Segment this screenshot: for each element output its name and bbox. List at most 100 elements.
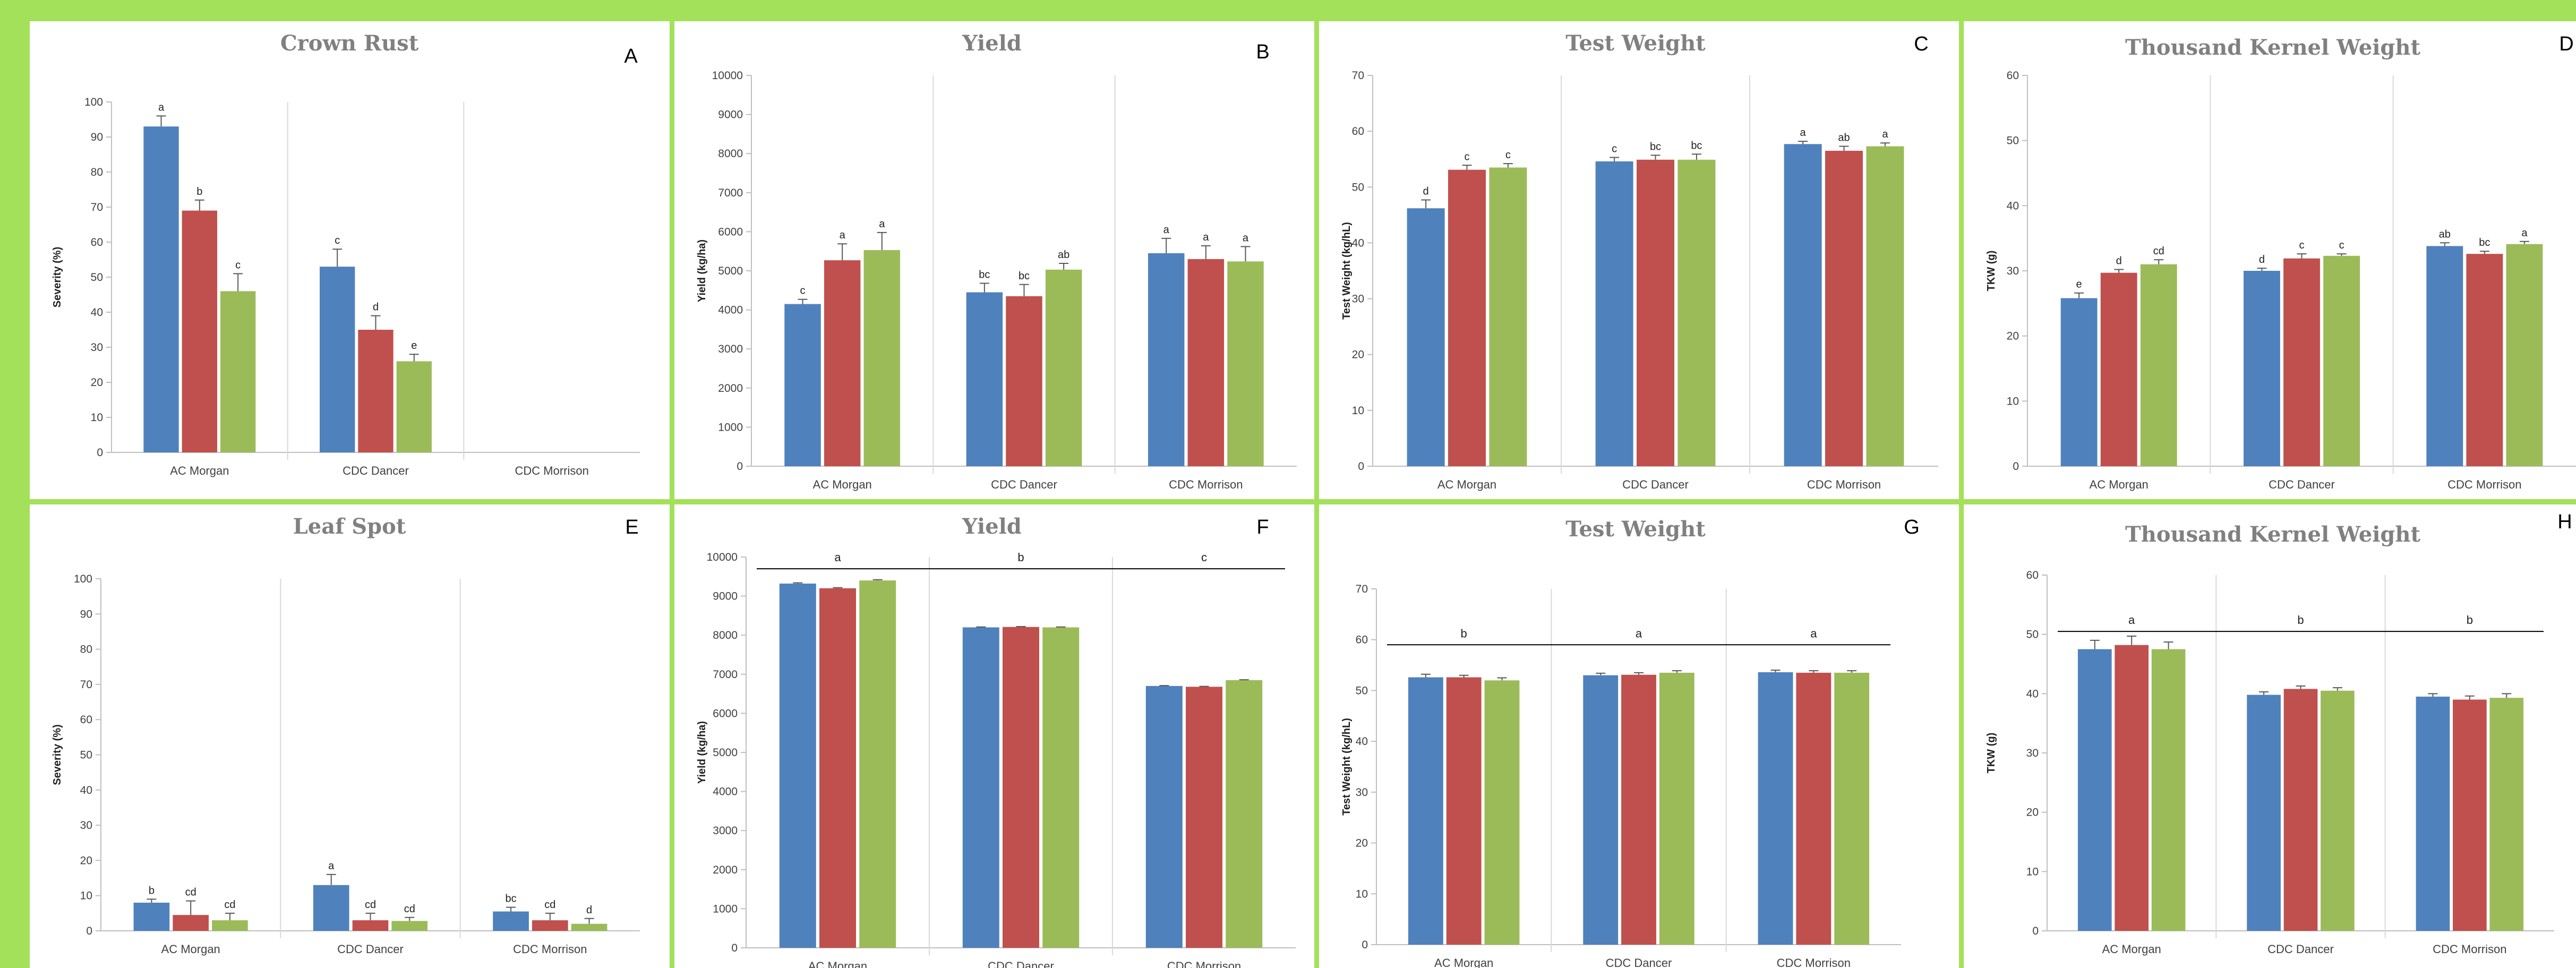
bar xyxy=(1489,167,1527,466)
bar xyxy=(532,920,568,931)
y-tick-label: 8000 xyxy=(713,629,738,641)
significance-label: a xyxy=(879,218,885,230)
panel-letter: G xyxy=(1904,516,1920,538)
y-tick-label: 7000 xyxy=(718,187,743,199)
y-tick-label: 60 xyxy=(2007,70,2019,82)
panel-letter: D xyxy=(2559,33,2573,55)
significance-label: c xyxy=(1465,151,1470,162)
y-tick-label: 70 xyxy=(1356,583,1368,595)
significance-label: d xyxy=(2116,255,2122,267)
significance-label: d xyxy=(373,302,379,313)
significance-label: a xyxy=(840,229,846,241)
chart-title: Test Weight xyxy=(1565,31,1706,56)
bar xyxy=(1678,159,1716,466)
bar xyxy=(173,915,209,931)
x-tick-label: AC Morgan xyxy=(1437,478,1496,491)
bar xyxy=(396,361,432,452)
significance-label: d xyxy=(2259,254,2265,265)
bar xyxy=(1187,259,1225,466)
x-tick-label: CDC Dancer xyxy=(991,478,1057,491)
x-tick-label: CDC Morrison xyxy=(1777,956,1851,968)
bar xyxy=(1003,627,1039,948)
x-tick-label: AC Morgan xyxy=(2102,943,2161,956)
group-significance-label: b xyxy=(2467,613,2473,627)
significance-label: e xyxy=(2076,279,2082,290)
chart-panel-f: Yield F 0 1000 2000 3000 4000 5000 6000 7000 8000 9… xyxy=(674,504,1314,968)
y-tick-label: 60 xyxy=(91,236,103,249)
bar xyxy=(1834,672,1870,945)
x-tick-label: AC Morgan xyxy=(2090,478,2149,491)
x-tick-label: CDC Morrison xyxy=(1167,960,1241,968)
panel-letter: C xyxy=(1914,33,1928,55)
x-tick-label: CDC Dancer xyxy=(2269,478,2335,491)
y-tick-label: 0 xyxy=(731,942,738,954)
y-tick-label: 10 xyxy=(1352,405,1364,417)
significance-label: ab xyxy=(1838,132,1850,144)
panel-letter: A xyxy=(624,45,638,67)
bar xyxy=(352,920,389,931)
y-tick-label: 30 xyxy=(1352,293,1364,305)
significance-label: bc xyxy=(506,893,517,905)
bar xyxy=(2151,649,2186,931)
y-tick-label: 60 xyxy=(1352,125,1364,138)
significance-label: ab xyxy=(2439,228,2451,240)
significance-label: c xyxy=(800,285,806,297)
bar xyxy=(779,584,816,948)
x-tick-label: CDC Dancer xyxy=(988,960,1054,968)
group-significance-label: a xyxy=(1636,627,1642,640)
y-tick-label: 50 xyxy=(2026,629,2039,641)
bar xyxy=(313,885,349,931)
significance-label: c xyxy=(335,235,340,246)
group-significance-label: b xyxy=(2297,613,2304,627)
chart-title: Crown Rust xyxy=(280,31,419,56)
chart-panel-d: Thousand Kernel Weight D 0 10 20 30 40 50 60 TKW … xyxy=(1964,21,2576,499)
bar xyxy=(824,260,861,466)
bar xyxy=(2247,695,2281,931)
y-tick-label: 0 xyxy=(737,460,743,473)
y-axis-label: TKW (g) xyxy=(1986,733,1997,774)
significance-label: a xyxy=(1163,224,1170,236)
x-tick-label: CDC Morrison xyxy=(513,943,587,956)
group-significance-label: a xyxy=(834,551,841,564)
y-tick-label: 50 xyxy=(1352,181,1364,193)
y-tick-label: 40 xyxy=(91,306,103,319)
x-tick-label: CDC Morrison xyxy=(2433,943,2506,956)
chart-panel-g: Test Weight G 0 10 20 30 40 50 60 70 Test Weight (… xyxy=(1319,504,1959,968)
bar xyxy=(863,250,901,466)
x-tick-label: CDC Morrison xyxy=(1807,478,1881,491)
y-tick-label: 5000 xyxy=(713,747,738,759)
significance-label: a xyxy=(2521,227,2528,239)
significance-label: c xyxy=(235,259,241,271)
significance-label: bc xyxy=(2479,237,2490,249)
significance-label: c xyxy=(2339,239,2344,251)
chart-panel-b: Yield B 0 1000 2000 3000 4000 5000 6000 7000 8000 9… xyxy=(674,21,1314,499)
significance-label: a xyxy=(1203,232,1209,243)
y-tick-label: 40 xyxy=(2026,688,2039,700)
significance-label: b xyxy=(196,186,202,198)
bar xyxy=(1621,674,1656,945)
x-tick-label: CDC Dancer xyxy=(1622,478,1689,491)
y-tick-label: 9000 xyxy=(713,590,738,603)
y-tick-label: 70 xyxy=(91,201,103,213)
bar xyxy=(1583,675,1619,945)
bar xyxy=(1186,687,1222,948)
chart-title: Test Weight xyxy=(1565,517,1706,542)
bar xyxy=(1758,672,1793,945)
significance-label: a xyxy=(1800,127,1807,139)
y-tick-label: 2000 xyxy=(713,864,738,876)
bar xyxy=(2489,698,2524,931)
y-tick-label: 1000 xyxy=(713,903,738,915)
y-tick-label: 100 xyxy=(74,573,92,585)
significance-label: a xyxy=(158,101,165,113)
group-significance-label: b xyxy=(1461,627,1467,640)
significance-label: cd xyxy=(2153,245,2164,257)
significance-label: ab xyxy=(1058,249,1069,261)
group-significance-label: b xyxy=(1017,551,1024,564)
chart-title: Leaf Spot xyxy=(293,514,406,539)
y-tick-label: 90 xyxy=(80,608,92,620)
y-tick-label: 10 xyxy=(2007,395,2019,407)
group-significance-label: a xyxy=(1810,627,1817,640)
y-tick-label: 60 xyxy=(2026,569,2039,581)
significance-label: c xyxy=(1612,143,1617,155)
y-tick-label: 20 xyxy=(2007,330,2019,342)
